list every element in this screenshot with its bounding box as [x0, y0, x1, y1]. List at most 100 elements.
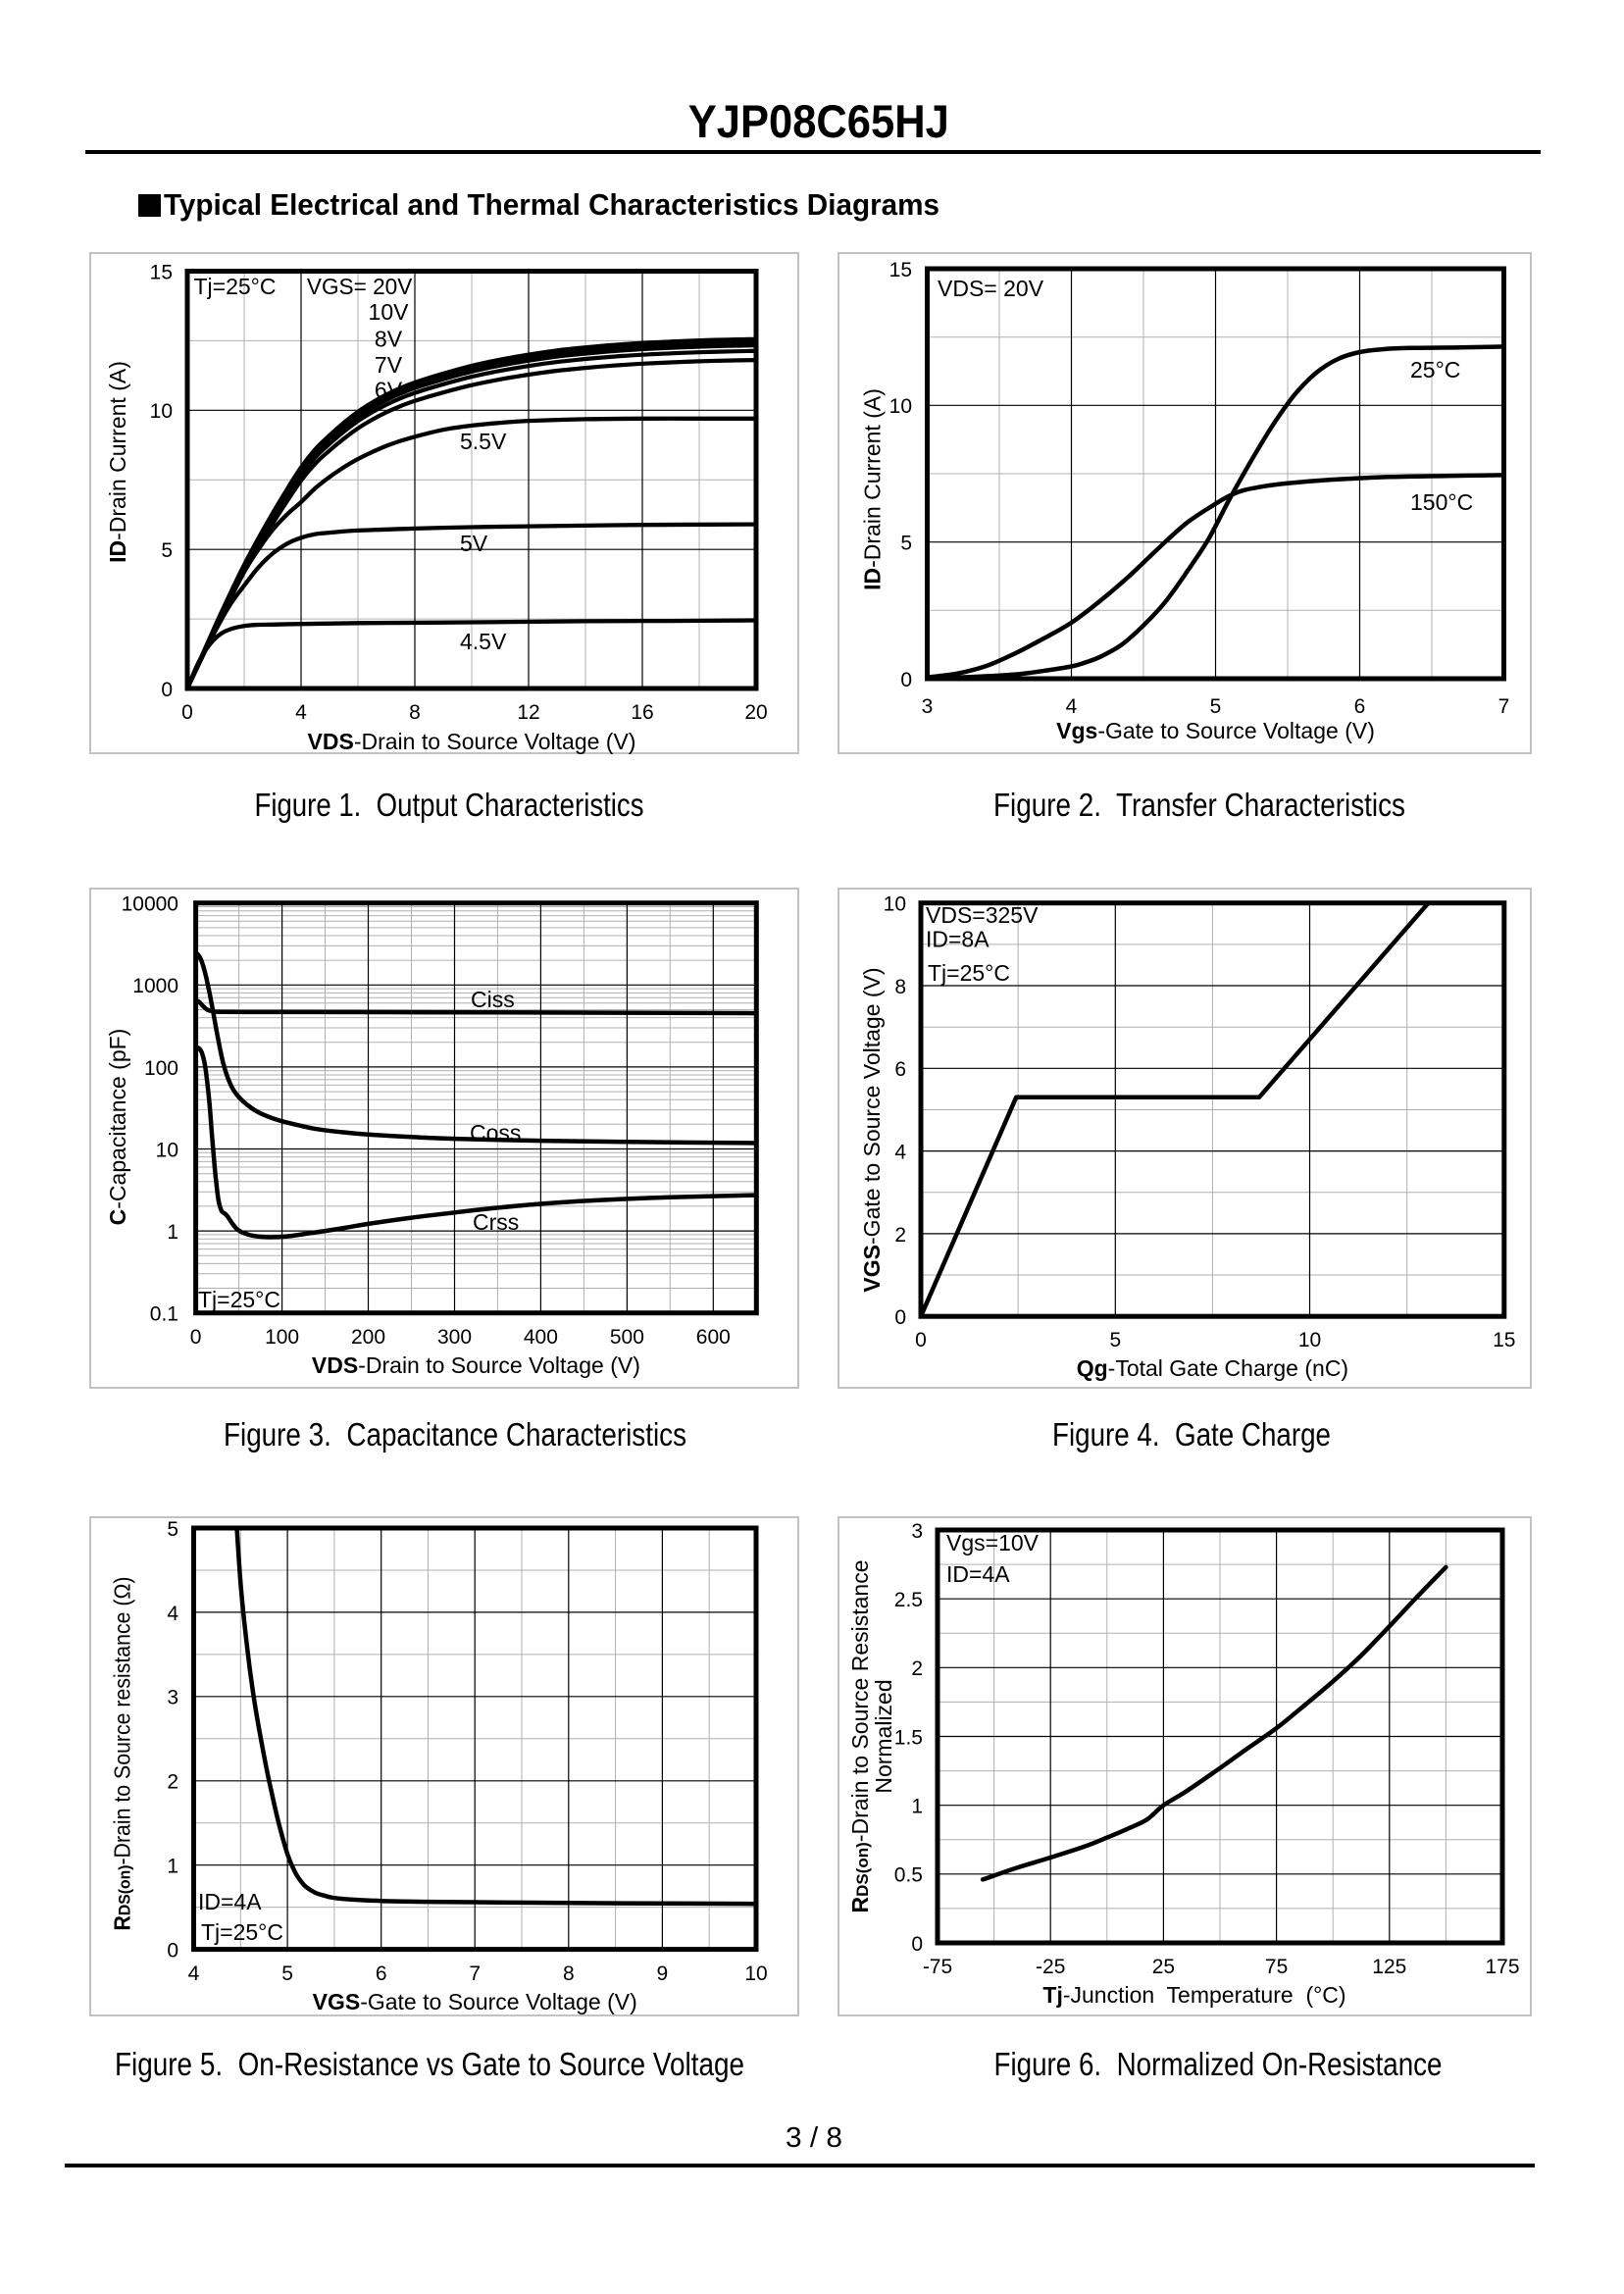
svg-text:5.5V: 5.5V [460, 429, 507, 454]
svg-text:8: 8 [563, 1963, 575, 1985]
svg-text:6: 6 [894, 1058, 906, 1081]
svg-text:15: 15 [889, 259, 912, 281]
svg-text:0: 0 [900, 669, 912, 691]
svg-text:VGS= 20V: VGS= 20V [307, 274, 413, 299]
svg-text:6V: 6V [375, 378, 403, 403]
svg-text:Tj=25°C: Tj=25°C [198, 1287, 280, 1312]
svg-text:VDS-Drain to Source Voltage (V: VDS-Drain to Source Voltage (V) [308, 729, 636, 754]
svg-text:Tj=25°C: Tj=25°C [194, 274, 277, 299]
svg-text:5: 5 [167, 1518, 178, 1541]
svg-text:Figure 6. Normalized On-Resis: Figure 6. Normalized On-Resistance [994, 2046, 1443, 2082]
svg-text:0: 0 [161, 679, 173, 701]
svg-text:100: 100 [144, 1057, 178, 1080]
svg-text:1: 1 [167, 1221, 178, 1244]
svg-text:6: 6 [376, 1963, 387, 1985]
svg-text:12: 12 [517, 701, 539, 724]
svg-text:0: 0 [181, 701, 193, 724]
svg-text:VDS= 20V: VDS= 20V [938, 276, 1044, 301]
svg-text:4: 4 [894, 1142, 906, 1164]
svg-text:3: 3 [911, 1520, 923, 1543]
svg-text:5: 5 [281, 1963, 293, 1985]
svg-text:Figure 5. On-Resistance vs Ga: Figure 5. On-Resistance vs Gate to Sourc… [115, 2046, 744, 2082]
svg-text:7: 7 [469, 1963, 481, 1985]
svg-text:5V: 5V [460, 531, 488, 556]
svg-text:600: 600 [696, 1326, 731, 1349]
svg-text:0: 0 [915, 1329, 927, 1351]
svg-text:Figure 1. Output Characterist: Figure 1. Output Characteristics [255, 787, 644, 823]
svg-text:-25: -25 [1036, 1956, 1065, 1978]
svg-text:VDS-Drain to Source Voltage (V: VDS-Drain to Source Voltage (V) [312, 1352, 640, 1378]
svg-text:Coss: Coss [470, 1120, 521, 1146]
svg-text:15: 15 [1493, 1329, 1515, 1351]
svg-text:1: 1 [911, 1796, 923, 1818]
svg-text:0: 0 [167, 1940, 178, 1963]
svg-text:5: 5 [900, 533, 912, 555]
svg-text:4: 4 [1066, 695, 1078, 718]
svg-text:VGS-Gate to Source Voltage (V): VGS-Gate to Source Voltage (V) [313, 1989, 637, 2014]
svg-text:1: 1 [167, 1856, 178, 1878]
svg-text:YJP08C65HJ: YJP08C65HJ [688, 95, 949, 147]
svg-text:Vgs=10V: Vgs=10V [946, 1530, 1040, 1555]
svg-text:Ciss: Ciss [471, 987, 515, 1012]
svg-text:7: 7 [1498, 695, 1510, 718]
svg-text:20: 20 [744, 701, 767, 724]
svg-text:9: 9 [657, 1963, 669, 1985]
svg-text:Typical Electrical and Thermal: Typical Electrical and Thermal Character… [164, 187, 939, 222]
svg-text:ID-Drain Current (A): ID-Drain Current (A) [105, 361, 130, 563]
svg-text:3: 3 [167, 1687, 178, 1709]
svg-text:100: 100 [265, 1326, 299, 1349]
svg-text:8: 8 [409, 701, 421, 724]
svg-text:Figure 2. Transfer Characteri: Figure 2. Transfer Characteristics [993, 787, 1405, 823]
svg-text:-75: -75 [923, 1956, 952, 1978]
svg-text:Tj=25°C: Tj=25°C [201, 1919, 283, 1945]
svg-text:RDS(on)-Drain to Source Resist: RDS(on)-Drain to Source Resistance [847, 1560, 873, 1913]
svg-text:10V: 10V [369, 299, 410, 325]
svg-text:VGS-Gate to Source Voltage (V): VGS-Gate to Source Voltage (V) [859, 967, 885, 1292]
svg-text:125: 125 [1372, 1956, 1406, 1978]
svg-text:10: 10 [156, 1139, 178, 1161]
svg-text:10: 10 [744, 1963, 767, 1985]
svg-text:3: 3 [922, 695, 934, 718]
svg-text:1.5: 1.5 [894, 1726, 923, 1749]
svg-text:300: 300 [437, 1326, 472, 1349]
svg-text:2: 2 [894, 1224, 906, 1247]
svg-text:Figure 3. Capacitance Charact: Figure 3. Capacitance Characteristics [224, 1416, 686, 1453]
svg-text:4: 4 [295, 701, 307, 724]
svg-text:2: 2 [167, 1771, 178, 1794]
svg-text:175: 175 [1485, 1956, 1519, 1978]
svg-text:Crss: Crss [473, 1209, 519, 1235]
svg-text:10: 10 [150, 400, 173, 423]
svg-text:8V: 8V [375, 327, 403, 352]
svg-text:5: 5 [161, 539, 173, 562]
svg-text:10: 10 [1298, 1329, 1321, 1351]
svg-text:4.5V: 4.5V [460, 629, 507, 654]
svg-text:0.5: 0.5 [894, 1864, 923, 1887]
svg-text:0: 0 [911, 1933, 923, 1956]
svg-text:6: 6 [1354, 695, 1366, 718]
svg-text:ID=8A: ID=8A [926, 927, 990, 952]
svg-text:0.1: 0.1 [150, 1303, 178, 1326]
svg-text:150°C: 150°C [1410, 489, 1473, 515]
svg-text:Tj-Junction Temperature (°C): Tj-Junction Temperature (°C) [1042, 1982, 1345, 2008]
svg-text:16: 16 [631, 701, 653, 724]
svg-text:C-Capacitance (pF): C-Capacitance (pF) [105, 1029, 130, 1226]
svg-text:5: 5 [1109, 1329, 1121, 1351]
svg-text:7V: 7V [375, 352, 403, 378]
svg-text:3 / 8: 3 / 8 [786, 2122, 842, 2154]
svg-text:VDS=325V: VDS=325V [926, 902, 1039, 928]
svg-text:Tj=25°C: Tj=25°C [928, 960, 1010, 986]
svg-text:2: 2 [911, 1657, 923, 1680]
svg-text:8: 8 [894, 976, 906, 998]
svg-text:5: 5 [1210, 695, 1222, 718]
svg-text:10: 10 [884, 893, 906, 916]
svg-text:200: 200 [351, 1326, 385, 1349]
svg-text:ID=4A: ID=4A [946, 1561, 1010, 1587]
svg-text:Figure 4. Gate Charge: Figure 4. Gate Charge [1052, 1416, 1331, 1453]
svg-text:0: 0 [190, 1326, 202, 1349]
svg-text:4: 4 [188, 1963, 200, 1985]
svg-text:Vgs-Gate to Source Voltage (V): Vgs-Gate to Source Voltage (V) [1056, 718, 1375, 743]
svg-text:75: 75 [1265, 1956, 1288, 1978]
svg-text:ID-Drain Current (A): ID-Drain Current (A) [860, 388, 886, 590]
svg-text:2.5: 2.5 [894, 1589, 923, 1611]
svg-text:Normalized: Normalized [871, 1679, 896, 1793]
